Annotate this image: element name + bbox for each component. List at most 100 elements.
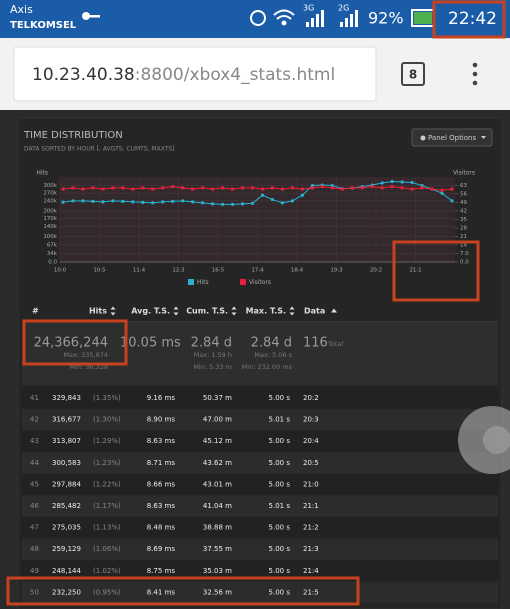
row-number: 48 bbox=[30, 545, 39, 553]
highlight-box bbox=[392, 240, 480, 302]
max-ts: 5.01 s bbox=[269, 416, 291, 424]
signal-icon bbox=[306, 10, 324, 27]
panel-subtitle: DATA SORTED BY HOUR [, AVGTS, CUMTS, MAX… bbox=[24, 146, 175, 153]
point bbox=[450, 199, 454, 203]
summary-data-label: Total bbox=[327, 340, 343, 348]
cum-ts: 41.04 m bbox=[203, 502, 232, 510]
hits-percent: (1.13%) bbox=[93, 524, 121, 532]
point bbox=[101, 187, 105, 191]
x-tick-label: 21:1 bbox=[409, 268, 421, 274]
point bbox=[310, 186, 314, 190]
scroll-handle-knob[interactable] bbox=[483, 426, 510, 454]
data: 21:0 bbox=[303, 480, 319, 488]
point bbox=[370, 185, 374, 189]
y-tick-label: 67k bbox=[47, 242, 58, 248]
y2-tick-label: 63 bbox=[460, 183, 467, 189]
x-tick-label: 10:5 bbox=[93, 268, 106, 274]
point bbox=[111, 199, 115, 203]
row-number: 41 bbox=[30, 394, 39, 402]
signal-icon bbox=[340, 10, 358, 27]
max-ts: 5.01 s bbox=[269, 502, 291, 510]
point bbox=[290, 199, 295, 203]
max-ts: 5.00 s bbox=[269, 545, 291, 553]
cum-ts: 50.37 m bbox=[203, 394, 232, 402]
series-line bbox=[62, 186, 453, 191]
row-number: 43 bbox=[30, 437, 39, 445]
row-number: 44 bbox=[30, 459, 39, 467]
point bbox=[91, 199, 95, 203]
data: 21:2 bbox=[303, 524, 319, 532]
hits-percent: (0.95%) bbox=[93, 588, 121, 596]
annotations bbox=[6, 0, 506, 606]
column-header: Data bbox=[304, 307, 325, 316]
data: 20:4 bbox=[303, 437, 319, 445]
point bbox=[420, 186, 424, 190]
y2-tick-label: 56 bbox=[460, 191, 467, 197]
y-axis-label: Hits bbox=[36, 170, 48, 177]
y2-tick-label: 49 bbox=[460, 200, 467, 206]
data: 21:5 bbox=[303, 588, 319, 596]
y2-tick-label: 35 bbox=[460, 217, 467, 223]
data: 20:5 bbox=[303, 459, 319, 467]
operator: TELKOMSEL bbox=[10, 20, 77, 31]
summary-row bbox=[22, 323, 498, 385]
y-tick-label: 0.0 bbox=[48, 260, 57, 266]
y-tick-label: 200k bbox=[43, 209, 57, 215]
panel-title: TIME DISTRIBUTION bbox=[23, 130, 123, 141]
hits-percent: (1.06%) bbox=[93, 545, 121, 553]
x-tick-label: 18:4 bbox=[291, 268, 304, 274]
point bbox=[410, 180, 414, 185]
row-number: 46 bbox=[30, 502, 39, 510]
point bbox=[260, 193, 265, 197]
point bbox=[211, 187, 215, 191]
summary-hits-max: Max: 335,874 bbox=[63, 351, 108, 359]
clock: 22:42 bbox=[448, 9, 497, 29]
legend-swatch bbox=[240, 279, 246, 285]
avg-ts: 8.90 ms bbox=[147, 416, 176, 424]
point bbox=[420, 183, 424, 188]
x-tick-label: 12:3 bbox=[172, 268, 185, 274]
point bbox=[181, 199, 185, 203]
panel-options-label: Panel Options bbox=[428, 134, 476, 142]
hits: 313,807 bbox=[52, 437, 81, 445]
point bbox=[71, 186, 75, 190]
sort-icon bbox=[289, 306, 295, 316]
max-ts: 5.00 s bbox=[269, 588, 291, 596]
row-number: 50 bbox=[30, 588, 39, 596]
y2-tick-label: 0.0 bbox=[460, 260, 469, 266]
point bbox=[380, 181, 384, 185]
url: 10.23.40.38:8800/xbox4_stats.html bbox=[32, 65, 335, 85]
point bbox=[450, 187, 454, 191]
url-field[interactable] bbox=[13, 46, 377, 102]
point bbox=[71, 199, 75, 203]
row-number: 47 bbox=[30, 524, 39, 532]
x-tick-label: 16:5 bbox=[212, 268, 225, 274]
menu-button[interactable] bbox=[472, 62, 478, 86]
point bbox=[220, 202, 225, 207]
hits-percent: (1.30%) bbox=[93, 416, 121, 424]
tabs-button[interactable] bbox=[401, 62, 425, 86]
gear-icon bbox=[420, 135, 426, 141]
url-host: 10.23.40.38 bbox=[32, 65, 135, 85]
table-row bbox=[22, 430, 498, 452]
x-tick-label: 19:3 bbox=[330, 268, 343, 274]
point bbox=[410, 187, 414, 191]
cum-ts: 32.56 m bbox=[203, 588, 232, 596]
column-header: # bbox=[32, 307, 39, 316]
point bbox=[390, 179, 394, 184]
max-ts: 5.00 s bbox=[269, 394, 291, 402]
avg-ts: 8.48 ms bbox=[147, 524, 176, 532]
point bbox=[250, 201, 255, 205]
point bbox=[171, 199, 175, 203]
hits-percent: (1.23%) bbox=[93, 459, 121, 467]
point bbox=[161, 200, 165, 204]
x-tick-label: 10:0 bbox=[54, 268, 67, 274]
avg-ts: 8.63 ms bbox=[147, 437, 176, 445]
summary-cum-max: Max: 1.59 h bbox=[194, 351, 232, 359]
point bbox=[280, 187, 284, 191]
wifi-icon bbox=[273, 9, 295, 26]
cum-ts: 45.12 m bbox=[203, 437, 232, 445]
point bbox=[400, 186, 404, 190]
panel-options-button[interactable] bbox=[411, 128, 493, 147]
